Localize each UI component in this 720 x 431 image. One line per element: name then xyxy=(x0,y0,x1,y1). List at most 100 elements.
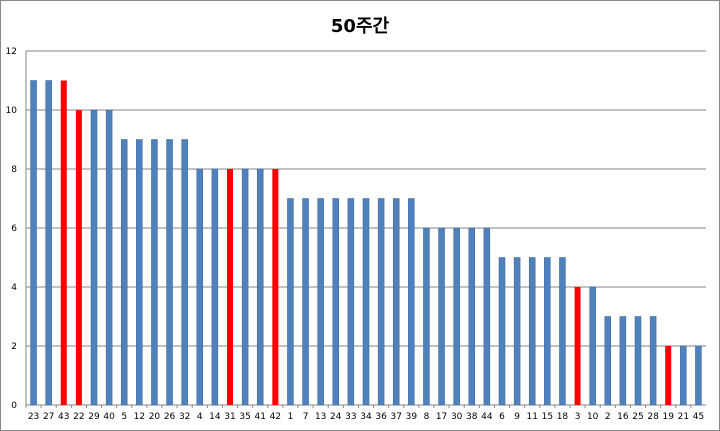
bar-23 xyxy=(30,80,37,406)
x-tick-label: 23 xyxy=(28,412,39,422)
bar-18 xyxy=(559,257,566,406)
x-tick-label: 14 xyxy=(209,412,221,422)
x-tick-label: 26 xyxy=(164,412,176,422)
bar-3 xyxy=(574,287,581,405)
chart-title: 50주간 xyxy=(330,16,390,37)
bar-38 xyxy=(468,227,476,406)
bar-35 xyxy=(241,168,249,406)
x-tick-label: 43 xyxy=(58,412,69,422)
bar-39 xyxy=(408,198,415,406)
bar-26 xyxy=(166,139,173,406)
bar-2 xyxy=(604,316,612,406)
bar-45 xyxy=(695,345,702,406)
x-tick-label: 17 xyxy=(436,412,447,422)
bar-21 xyxy=(680,345,687,406)
bar-25 xyxy=(634,316,642,406)
x-tick-label: 5 xyxy=(121,412,127,422)
y-tick-label: 8 xyxy=(11,165,17,175)
bar-20 xyxy=(151,139,158,406)
x-tick-label: 39 xyxy=(406,412,418,422)
x-tick-label: 19 xyxy=(662,412,674,422)
bar-13 xyxy=(317,198,324,406)
x-tick-label: 38 xyxy=(466,412,478,422)
x-tick-label: 33 xyxy=(345,412,356,422)
bar-16 xyxy=(619,316,627,406)
x-tick-label: 11 xyxy=(526,412,537,422)
bar-12 xyxy=(136,139,143,406)
bar-17 xyxy=(438,227,445,406)
y-tick-label: 6 xyxy=(11,224,17,234)
x-tick-label: 8 xyxy=(424,412,430,422)
x-tick-label: 13 xyxy=(315,412,326,422)
x-tick-label: 44 xyxy=(481,412,493,422)
x-tick-label: 7 xyxy=(303,412,309,422)
x-tick-label: 18 xyxy=(557,412,569,422)
y-tick-label: 2 xyxy=(11,342,17,352)
bar-34 xyxy=(362,198,370,406)
bar-9 xyxy=(513,257,521,406)
x-tick-label: 6 xyxy=(499,412,505,422)
x-tick-label: 10 xyxy=(587,412,599,422)
x-tick-label: 40 xyxy=(103,412,115,422)
x-tick-label: 21 xyxy=(678,412,689,422)
bar-30 xyxy=(453,227,460,406)
bar-24 xyxy=(332,198,340,406)
x-tick-label: 12 xyxy=(134,412,145,422)
x-tick-label: 34 xyxy=(360,412,372,422)
x-tick-label: 42 xyxy=(270,412,281,422)
x-tick-label: 9 xyxy=(514,412,520,422)
x-tick-label: 20 xyxy=(149,412,161,422)
bar-15 xyxy=(544,257,551,406)
x-tick-label: 24 xyxy=(330,412,342,422)
bar-7 xyxy=(302,198,309,406)
bar-29 xyxy=(90,109,98,406)
bar-4 xyxy=(196,168,204,406)
x-tick-label: 27 xyxy=(43,412,54,422)
x-tick-label: 32 xyxy=(179,412,190,422)
bar-43 xyxy=(60,80,67,405)
bar-28 xyxy=(649,316,657,406)
bar-44 xyxy=(483,227,491,406)
bar-19 xyxy=(665,346,672,405)
bar-11 xyxy=(528,257,536,406)
bar-31 xyxy=(227,169,233,405)
x-tick-label: 36 xyxy=(375,412,387,422)
y-tick-label: 0 xyxy=(11,401,17,411)
x-tick-label: 25 xyxy=(632,412,643,422)
bar-1 xyxy=(287,198,294,406)
y-tick-label: 4 xyxy=(11,283,17,293)
x-tick-label: 29 xyxy=(88,412,100,422)
x-tick-label: 1 xyxy=(288,412,294,422)
bar-6 xyxy=(498,257,506,406)
x-tick-label: 45 xyxy=(693,412,704,422)
bar-33 xyxy=(347,198,355,406)
bar-27 xyxy=(45,80,52,406)
x-tick-label: 4 xyxy=(197,412,203,422)
bar-22 xyxy=(75,110,82,405)
bar-5 xyxy=(120,139,128,406)
x-tick-label: 31 xyxy=(224,412,235,422)
bar-40 xyxy=(105,109,113,406)
x-tick-label: 2 xyxy=(605,412,611,422)
bar-32 xyxy=(181,139,188,406)
y-tick-label: 10 xyxy=(6,106,18,116)
bar-41 xyxy=(256,168,264,406)
bar-8 xyxy=(423,227,430,406)
x-tick-label: 35 xyxy=(239,412,250,422)
x-tick-label: 16 xyxy=(617,412,629,422)
y-tick-label: 12 xyxy=(6,47,17,57)
x-tick-label: 37 xyxy=(390,412,401,422)
bar-14 xyxy=(211,168,219,406)
x-tick-label: 41 xyxy=(254,412,265,422)
x-tick-label: 3 xyxy=(575,412,581,422)
x-tick-label: 28 xyxy=(647,412,659,422)
x-tick-label: 30 xyxy=(451,412,463,422)
bar-42 xyxy=(272,169,279,405)
bar-10 xyxy=(589,286,596,406)
x-tick-label: 22 xyxy=(73,412,84,422)
x-tick-label: 15 xyxy=(542,412,553,422)
bar-36 xyxy=(377,198,385,406)
bar-37 xyxy=(392,198,400,406)
